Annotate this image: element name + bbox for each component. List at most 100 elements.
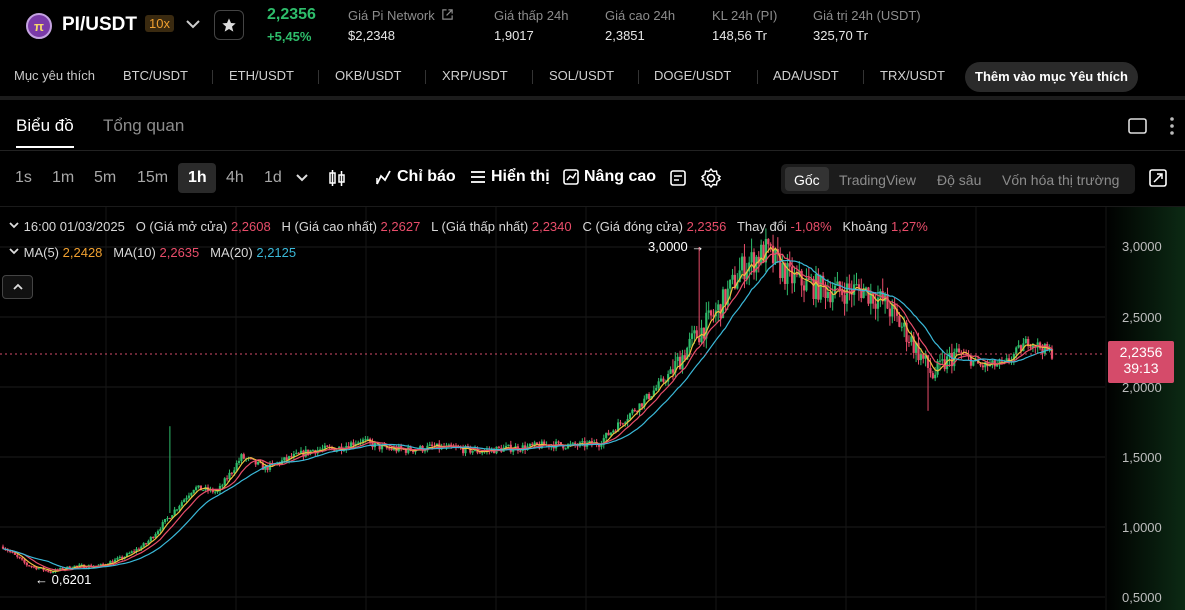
tab-overview[interactable]: Tổng quan bbox=[103, 116, 185, 135]
fav-item-eth[interactable]: ETH/USDT bbox=[229, 68, 294, 83]
advanced-button[interactable]: Nâng cao bbox=[562, 168, 656, 186]
timeframe-active-bg bbox=[178, 163, 216, 193]
candle-body bbox=[59, 568, 62, 571]
timeframe-1m[interactable]: 1m bbox=[52, 169, 75, 186]
view-original[interactable]: Gốc bbox=[794, 172, 820, 188]
timeframe-5m[interactable]: 5m bbox=[94, 169, 117, 186]
candle-body bbox=[824, 284, 827, 299]
candle-body bbox=[9, 550, 12, 552]
view-tradingview[interactable]: TradingView bbox=[839, 172, 917, 188]
candle-body bbox=[712, 315, 715, 317]
candle-body bbox=[674, 361, 677, 373]
candle-body bbox=[614, 430, 617, 432]
collapse-legend-button[interactable] bbox=[2, 275, 33, 299]
ohlc-high: 2,2627 bbox=[380, 219, 421, 234]
candle-body bbox=[888, 308, 891, 317]
candle-body bbox=[223, 478, 226, 486]
candlestick-chart[interactable] bbox=[0, 207, 1185, 610]
display-button[interactable]: Hiển thị bbox=[469, 168, 550, 186]
candle-body bbox=[1031, 345, 1035, 348]
candle-body bbox=[783, 263, 787, 284]
timeframe-1d[interactable]: 1d bbox=[264, 169, 282, 186]
candle-body bbox=[32, 566, 36, 568]
add-to-favorites-button[interactable]: Thêm vào mục Yêu thích bbox=[965, 62, 1138, 92]
indicators-button[interactable]: Chỉ báo bbox=[375, 168, 456, 186]
candle-body bbox=[774, 249, 777, 264]
candle-body bbox=[869, 292, 872, 304]
candle-body bbox=[972, 360, 975, 366]
ohlc-time: 16:00 01/03/2025 bbox=[23, 219, 125, 234]
candle-body bbox=[18, 556, 21, 559]
candle-body bbox=[876, 297, 880, 309]
view-depth[interactable]: Độ sâu bbox=[937, 172, 982, 188]
candle-body bbox=[733, 274, 737, 289]
current-price-value: 2,2356 bbox=[1119, 344, 1163, 360]
fav-item-ada[interactable]: ADA/USDT bbox=[773, 68, 839, 83]
candle-body bbox=[49, 571, 52, 573]
candle-body bbox=[156, 531, 160, 535]
chevron-down-icon[interactable] bbox=[8, 221, 20, 231]
candle-body bbox=[357, 442, 360, 444]
fav-item-trx[interactable]: TRX/USDT bbox=[880, 68, 945, 83]
stat-pi-network[interactable]: Giá Pi Network $2,2348 bbox=[348, 8, 454, 43]
candle-body bbox=[168, 518, 171, 520]
candle-body bbox=[471, 451, 474, 453]
fav-item-doge[interactable]: DOGE/USDT bbox=[654, 68, 732, 83]
chevron-down-icon[interactable] bbox=[184, 14, 202, 34]
timeframe-15m[interactable]: 15m bbox=[137, 169, 169, 186]
pair-name[interactable]: PI/USDT bbox=[62, 14, 137, 35]
candle-body bbox=[1027, 338, 1030, 347]
candle-body bbox=[266, 465, 269, 470]
candle-body bbox=[981, 365, 984, 368]
candle-body bbox=[133, 551, 136, 553]
favorite-star-button[interactable] bbox=[214, 10, 244, 40]
candle-body bbox=[636, 411, 639, 413]
fav-item-btc[interactable]: BTC/USDT bbox=[123, 68, 188, 83]
fullscreen-icon[interactable] bbox=[1148, 168, 1168, 188]
candle-body bbox=[900, 326, 903, 328]
candle-body bbox=[948, 352, 951, 357]
timeframe-1s[interactable]: 1s bbox=[15, 169, 32, 186]
chevron-down-icon[interactable] bbox=[295, 172, 309, 184]
candle-body bbox=[676, 356, 679, 362]
fav-item-okb[interactable]: OKB/USDT bbox=[335, 68, 402, 83]
tab-chart[interactable]: Biểu đồ bbox=[16, 116, 74, 135]
candle-body bbox=[588, 440, 591, 443]
candlestick-type-icon[interactable] bbox=[327, 168, 347, 188]
candle-body bbox=[1024, 338, 1027, 344]
y-tick-label: 2,5000 bbox=[1122, 310, 1162, 325]
candle-body bbox=[287, 456, 291, 461]
view-market-cap[interactable]: Vốn hóa thị trường bbox=[1002, 172, 1120, 188]
candle-body bbox=[254, 459, 257, 465]
y-tick-label: 1,5000 bbox=[1122, 450, 1162, 465]
ma5-label: MA(5) bbox=[23, 245, 60, 260]
candle-body bbox=[838, 281, 841, 291]
more-vertical-icon[interactable] bbox=[1168, 116, 1176, 136]
candle-body bbox=[473, 448, 477, 452]
settings-gear-icon[interactable] bbox=[700, 167, 722, 189]
candle-body bbox=[37, 568, 40, 570]
candle-body bbox=[600, 444, 603, 447]
fav-item-xrp[interactable]: XRP/USDT bbox=[442, 68, 508, 83]
candle-body bbox=[571, 442, 574, 444]
candle-body bbox=[216, 490, 219, 492]
candle-body bbox=[180, 502, 183, 507]
candle-body bbox=[879, 291, 882, 298]
candle-body bbox=[574, 442, 577, 446]
template-icon[interactable] bbox=[668, 168, 688, 188]
candle-body bbox=[898, 315, 901, 327]
candle-body bbox=[116, 557, 119, 560]
fav-item-sol[interactable]: SOL/USDT bbox=[549, 68, 615, 83]
candle-body bbox=[934, 374, 937, 379]
candle-body bbox=[152, 537, 155, 539]
tab-divider bbox=[0, 150, 1185, 151]
window-icon[interactable] bbox=[1128, 118, 1147, 134]
timeframe-1h[interactable]: 1h bbox=[188, 169, 207, 186]
candle-body bbox=[218, 486, 222, 491]
candle-body bbox=[30, 566, 33, 568]
external-link-icon[interactable] bbox=[441, 8, 454, 21]
chevron-down-icon[interactable] bbox=[8, 247, 20, 257]
ohlc-change: -1,08% bbox=[790, 219, 832, 234]
candle-body bbox=[185, 497, 188, 500]
timeframe-4h[interactable]: 4h bbox=[226, 169, 244, 186]
